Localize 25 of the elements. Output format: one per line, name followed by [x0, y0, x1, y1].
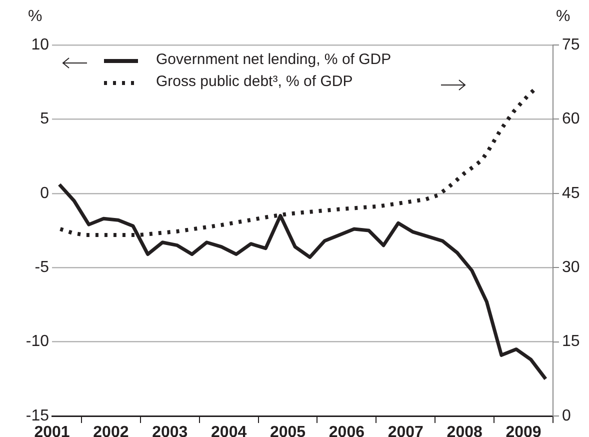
y-tick-label: 5	[40, 110, 50, 128]
y2-axis-title: %	[556, 8, 570, 26]
y2-tick-label: 0	[562, 407, 571, 424]
y-tick-label: 0	[40, 184, 50, 202]
x-tick-label: 2005	[270, 424, 306, 437]
x-tick-label: 2008	[446, 424, 482, 437]
y-tick-label: 10	[31, 36, 50, 54]
x-tick-label: 2002	[93, 424, 129, 437]
x-tick-label: 2003	[152, 424, 188, 437]
x-tick-label: 2006	[328, 424, 365, 437]
x-tick-label: 2009	[506, 424, 542, 437]
legend-label: Government net lending, % of GDP	[156, 51, 392, 68]
legend-label: Gross public debt³, % of GDP	[156, 73, 353, 90]
x-tick-label: 2004	[211, 424, 247, 437]
y-tick-label: -15	[26, 407, 50, 424]
y-tick-label: -10	[26, 333, 50, 350]
y-axis-title: %	[28, 8, 42, 26]
y2-tick-label: 15	[562, 333, 580, 350]
y2-tick-label: 30	[562, 259, 580, 276]
y2-tick-label: 60	[562, 110, 580, 128]
y-tick-label: -5	[34, 259, 50, 276]
y2-tick-label: 45	[562, 184, 580, 202]
x-tick-label: 2001	[34, 424, 70, 437]
y2-tick-label: 75	[562, 36, 580, 54]
x-tick-label: 2007	[388, 424, 424, 437]
